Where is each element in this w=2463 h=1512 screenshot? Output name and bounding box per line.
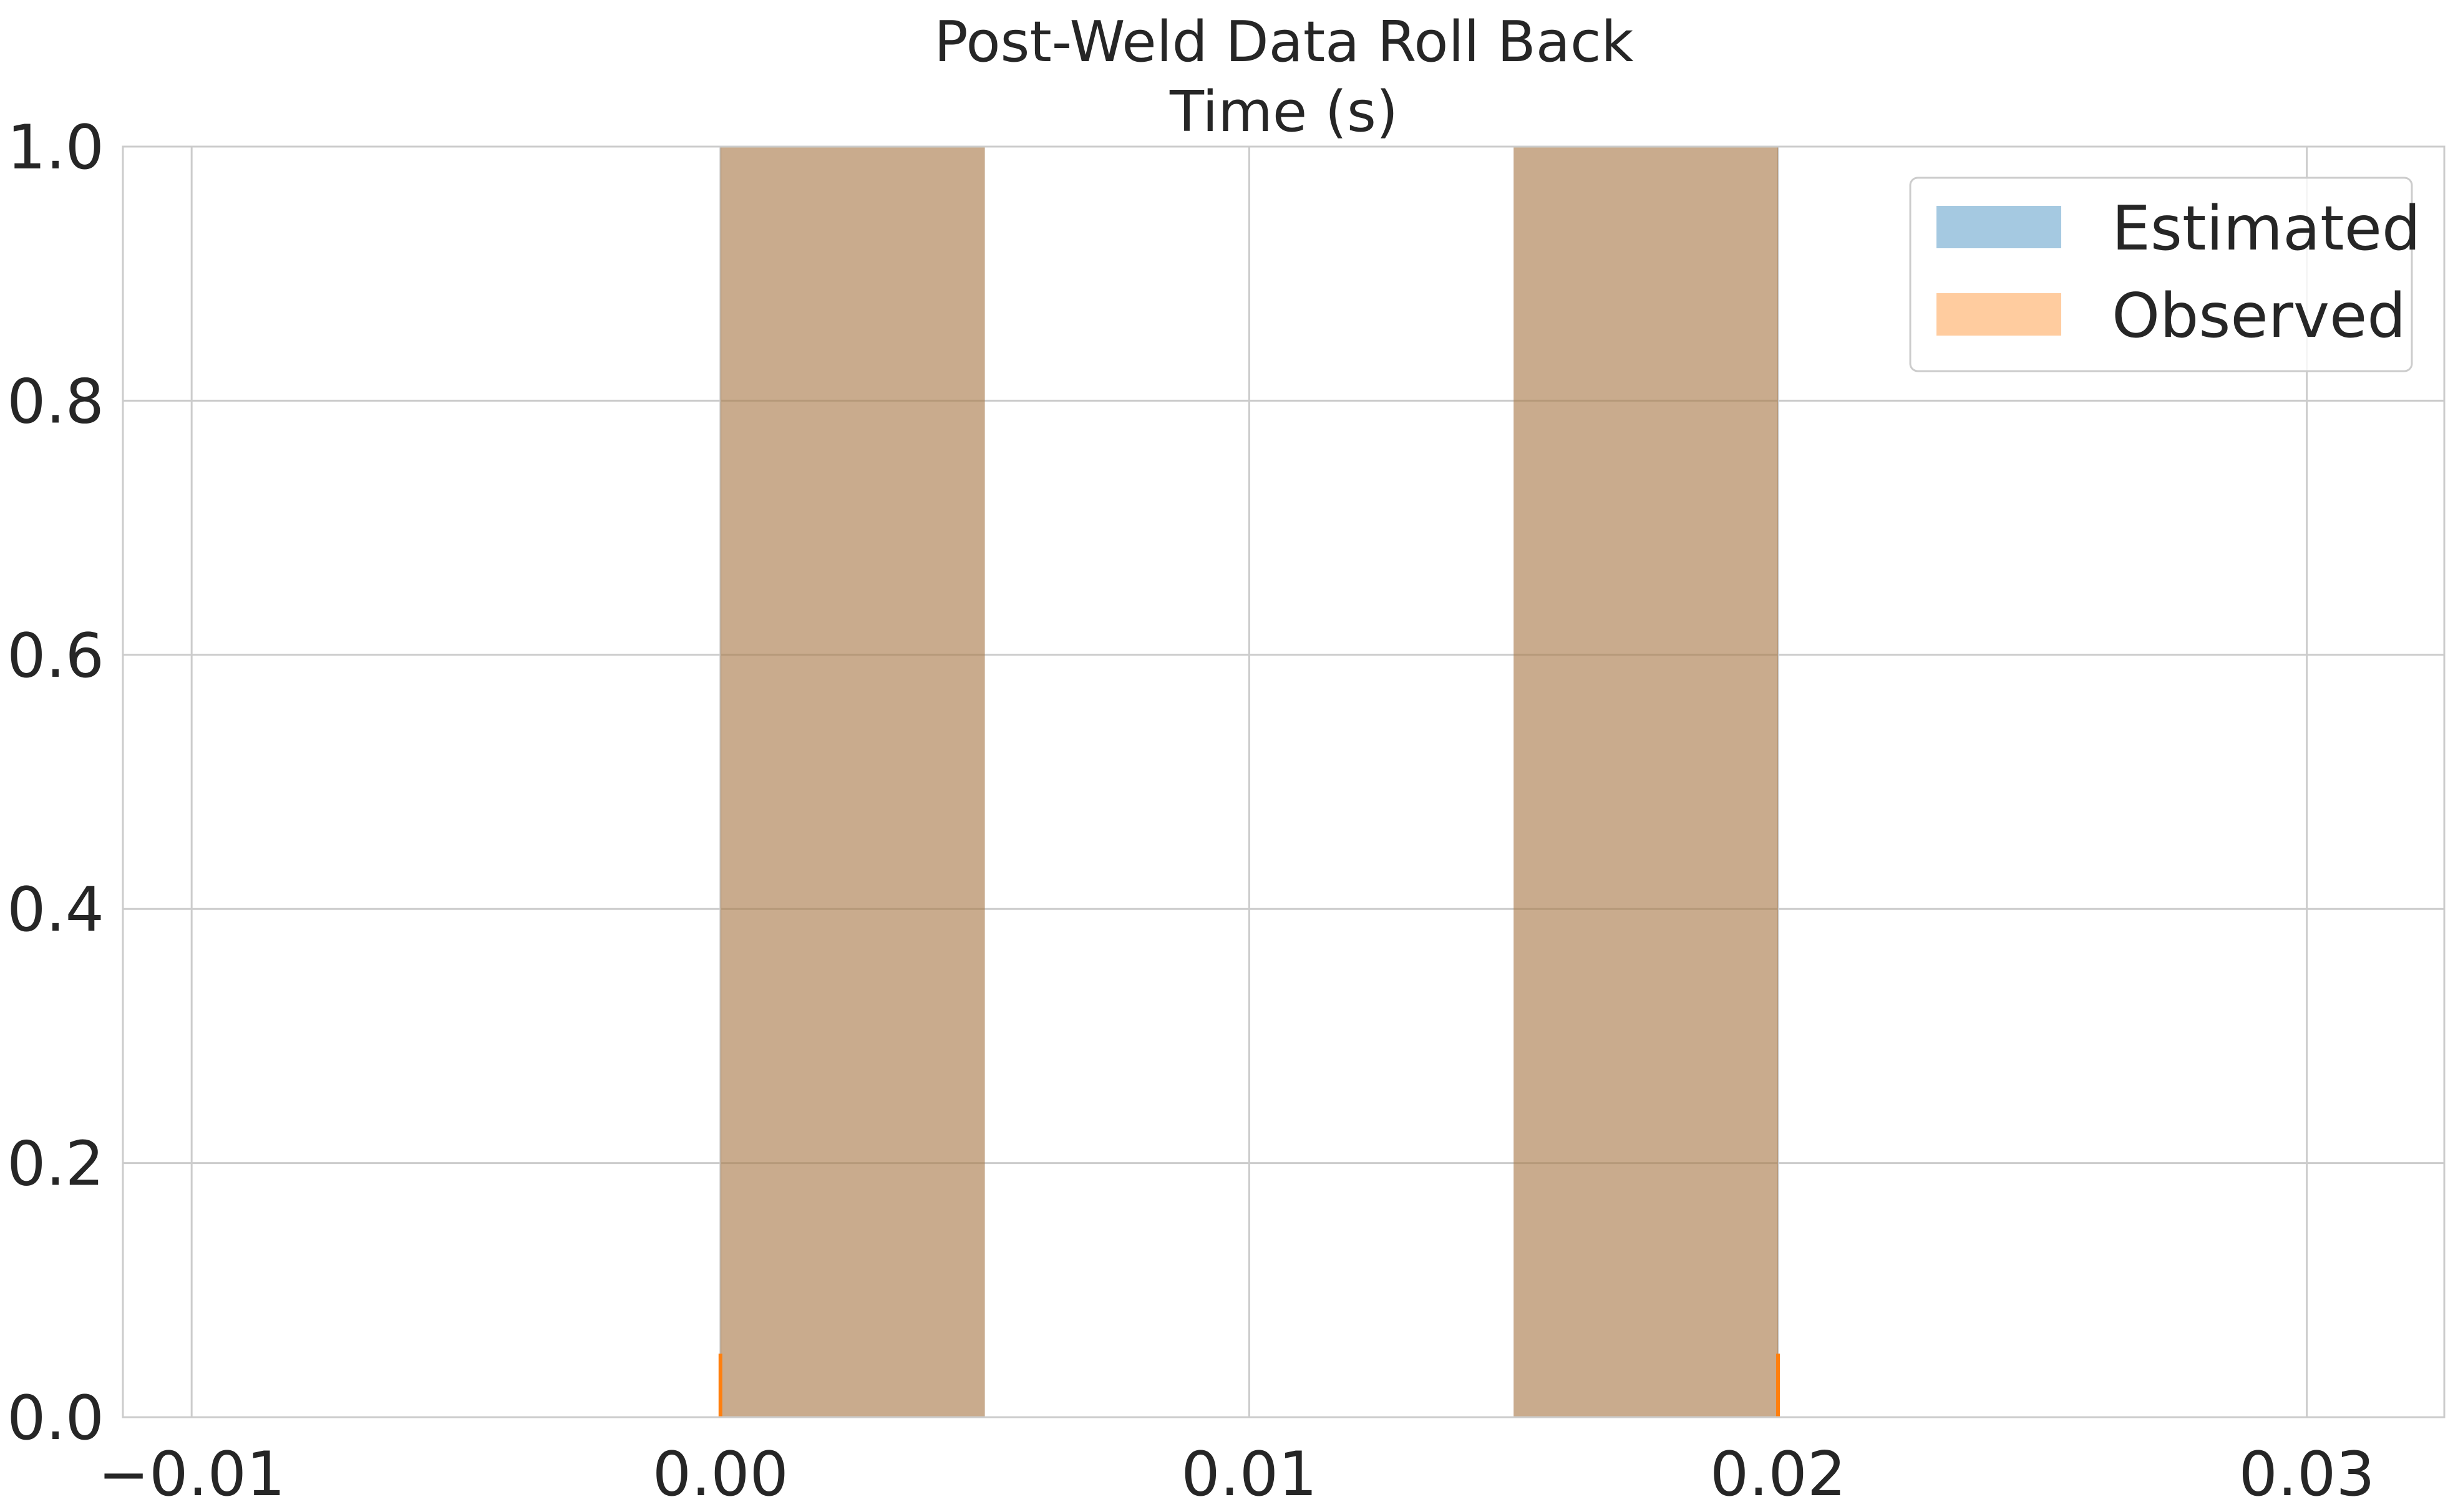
legend-swatch-estimated bbox=[1936, 206, 2061, 248]
y-tick-label: 1.0 bbox=[7, 112, 104, 183]
y-tick-label: 0.4 bbox=[7, 875, 104, 946]
y-axis-ticks: 0.0 0.2 0.4 0.6 0.8 1.0 bbox=[7, 112, 104, 1454]
legend-label-estimated: Estimated bbox=[2112, 193, 2421, 264]
chart-subtitle: Time (s) bbox=[1169, 79, 1398, 145]
rug-marks bbox=[718, 1354, 1780, 1417]
x-tick-label: 0.03 bbox=[2239, 1439, 2375, 1510]
x-axis-ticks: −0.01 0.00 0.01 0.02 0.03 bbox=[98, 1439, 2375, 1510]
x-tick-label: 0.00 bbox=[653, 1439, 789, 1510]
y-tick-label: 0.8 bbox=[7, 366, 104, 437]
y-tick-label: 0.0 bbox=[7, 1383, 104, 1454]
y-tick-label: 0.6 bbox=[7, 621, 104, 692]
legend: Estimated Observed bbox=[1909, 177, 2421, 372]
legend-box bbox=[1909, 177, 2413, 372]
plot-frame bbox=[122, 145, 2446, 1418]
bar-estimated-1 bbox=[1513, 147, 1779, 1417]
bar-estimated-0 bbox=[720, 147, 985, 1417]
bar-observed-0 bbox=[720, 147, 985, 1417]
legend-label-observed: Observed bbox=[2112, 281, 2406, 352]
bar-observed-1 bbox=[1513, 147, 1779, 1417]
chart-title: Post-Weld Data Roll Back bbox=[934, 9, 1633, 75]
x-tick-label: 0.02 bbox=[1710, 1439, 1846, 1510]
histogram-bars bbox=[720, 147, 1779, 1417]
y-tick-label: 0.2 bbox=[7, 1129, 104, 1200]
legend-swatch-observed bbox=[1936, 293, 2061, 336]
x-tick-label: −0.01 bbox=[98, 1439, 285, 1510]
x-tick-label: 0.01 bbox=[1181, 1439, 1317, 1510]
